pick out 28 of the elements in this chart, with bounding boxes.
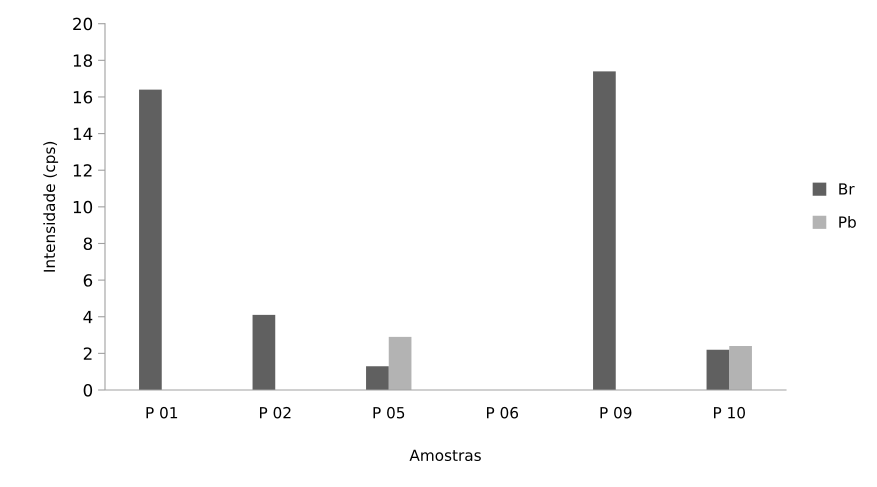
y-tick-label: 2	[84, 347, 92, 360]
x-tick-label: P 05	[373, 406, 404, 418]
x-tick-label: P 01	[146, 406, 178, 418]
x-tick-label: P 10	[714, 406, 745, 418]
y-tick-label: 20	[73, 18, 92, 30]
bar	[388, 336, 412, 390]
y-tick-label: 14	[74, 128, 92, 140]
y-tick-label: 12	[74, 164, 92, 177]
x-tick-label: P 09	[600, 406, 632, 418]
y-axis-title: Intensidade (cps)	[43, 142, 58, 272]
y-tick-label: 10	[74, 200, 92, 214]
y-tick-label: 18	[74, 54, 92, 67]
y-tick-label: 8	[84, 237, 92, 250]
legend-label: Pb	[839, 216, 856, 228]
y-tick-label: 16	[74, 90, 92, 104]
bar	[593, 71, 616, 390]
legend-label: Br	[839, 183, 855, 195]
bar	[366, 366, 389, 390]
x-tick-label: P 02	[260, 406, 290, 418]
x-axis-title: Amostras	[410, 450, 481, 462]
bar	[139, 90, 162, 390]
x-tick-label: P 06	[486, 406, 518, 418]
bar	[252, 314, 276, 390]
bar	[729, 346, 752, 390]
y-tick-label: 4	[83, 310, 92, 324]
y-tick-label: 6	[84, 274, 92, 287]
bar	[706, 350, 730, 390]
y-tick-label: 0	[84, 384, 92, 397]
